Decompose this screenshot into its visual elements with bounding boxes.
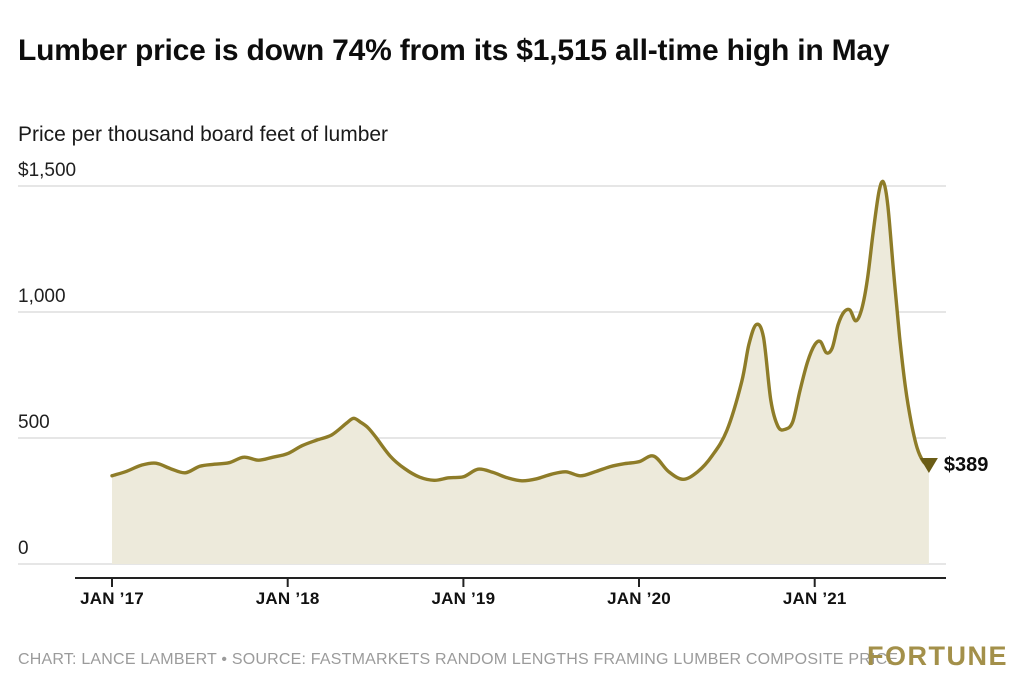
chart-credit-source: CHART: LANCE LAMBERT • SOURCE: FASTMARKE… xyxy=(18,651,899,668)
x-axis-label-jan19: JAN ’19 xyxy=(431,589,496,608)
x-axis-label-jan18: JAN ’18 xyxy=(255,589,320,608)
x-axis-label-jan17: JAN ’17 xyxy=(80,589,144,608)
x-axis-label-jan20: JAN ’20 xyxy=(607,589,671,608)
fortune-logo: FORTUNE xyxy=(867,641,1008,671)
y-axis-label-1000: 1,000 xyxy=(18,286,66,307)
down-triangle-icon xyxy=(919,458,938,473)
x-axis-label-jan21: JAN ’21 xyxy=(782,589,847,608)
area-fill xyxy=(112,181,929,564)
latest-price-annotation: $389 xyxy=(943,453,989,476)
y-axis-label-1500: $1,500 xyxy=(18,160,77,181)
y-axis-label-500: 500 xyxy=(18,412,50,433)
page-title: Lumber price is down 74% from its $1,515… xyxy=(18,34,890,68)
y-axis-label-0: 0 xyxy=(18,538,29,559)
chart-subtitle: Price per thousand board feet of lumber xyxy=(18,123,389,146)
price-line xyxy=(110,179,931,483)
